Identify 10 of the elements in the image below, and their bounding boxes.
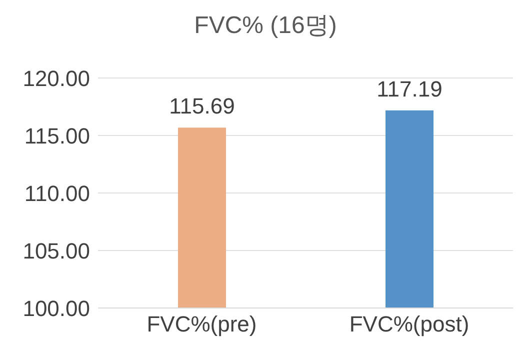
- x-tick-label: FVC%(post): [349, 312, 470, 337]
- y-tick-label: 100.00: [22, 296, 90, 321]
- data-label: 117.19: [376, 76, 442, 102]
- x-tick-label: FVC%(pre): [146, 312, 257, 337]
- chart-title: FVC% (16명): [193, 11, 338, 41]
- y-tick-label: 115.00: [24, 123, 90, 148]
- data-label: 115.69: [169, 94, 235, 119]
- y-tick-label: 110.00: [24, 180, 90, 206]
- y-tick-label: 105.00: [22, 238, 90, 264]
- y-tick-label: 120.00: [22, 66, 90, 91]
